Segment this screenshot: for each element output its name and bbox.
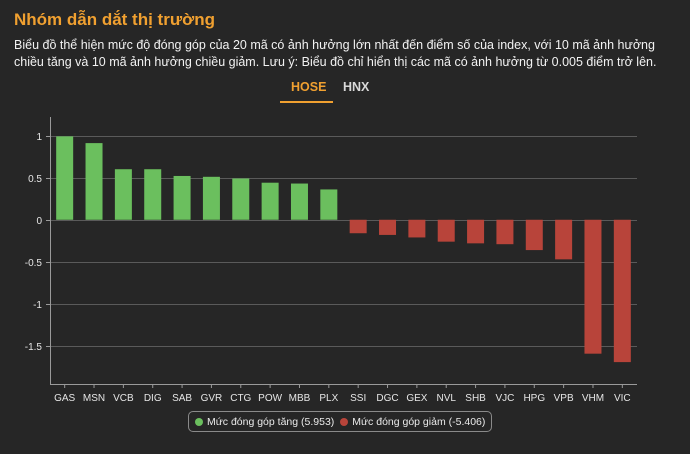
bar-negative-shb	[467, 219, 485, 244]
bar-negative-ssi	[349, 219, 367, 234]
bar-positive-gvr	[202, 176, 220, 220]
y-tick-label: 0.5	[28, 174, 42, 185]
x-tick-label: GEX	[406, 393, 427, 404]
x-tick-label: VCB	[113, 393, 134, 404]
y-tick-label: 1	[36, 132, 42, 143]
y-tick-label: -1.5	[25, 342, 43, 353]
x-tick-label: NVL	[436, 393, 456, 404]
legend-positive-label: Mức đóng góp tăng (5.953)	[207, 415, 335, 428]
chart-legend: Mức đóng góp tăng (5.953) Mức đóng góp g…	[188, 411, 493, 432]
tab-hose[interactable]: HOSE	[291, 80, 327, 94]
x-tick-label: VIC	[614, 393, 631, 404]
section-description: Biểu đồ thể hiện mức độ đóng góp của 20 …	[14, 38, 657, 69]
y-tick-label: -1	[33, 300, 42, 311]
x-tick-label: SAB	[172, 393, 192, 404]
section-title: Nhóm dẫn dắt thị trường	[14, 10, 215, 29]
x-tick-label: MSN	[83, 393, 105, 404]
bar-positive-plx	[320, 189, 338, 220]
active-tab-indicator	[280, 101, 333, 103]
x-tick-label: VJC	[495, 393, 514, 404]
bar-positive-sab	[173, 175, 191, 220]
bar-negative-vhm	[584, 219, 602, 354]
bar-positive-pow	[261, 182, 279, 220]
x-tick-label: POW	[258, 393, 282, 404]
x-tick-label: SSI	[350, 393, 366, 404]
x-tick-label: GVR	[201, 393, 223, 404]
x-tick-label: HPG	[523, 393, 545, 404]
bar-negative-dgc	[379, 219, 397, 235]
bar-positive-vcb	[114, 169, 132, 220]
x-tick-label: DIG	[144, 393, 162, 404]
legend-negative-dot	[340, 417, 349, 426]
y-tick-label: 0	[36, 216, 42, 227]
bar-positive-gas	[56, 136, 74, 220]
x-tick-label: DGC	[376, 393, 398, 404]
bar-positive-msn	[85, 143, 103, 220]
legend-positive-dot	[195, 417, 203, 426]
bar-positive-mbb	[290, 183, 308, 220]
y-tick-label: -0.5	[25, 258, 43, 269]
bar-negative-hpg	[525, 219, 543, 251]
bar-negative-vpb	[555, 219, 573, 260]
bar-negative-gex	[408, 219, 426, 238]
x-tick-label: VHM	[582, 393, 604, 404]
tab-hnx[interactable]: HNX	[343, 80, 370, 94]
x-tick-label: PLX	[319, 393, 338, 404]
x-tick-label: MBB	[289, 393, 311, 404]
bar-positive-dig	[144, 169, 162, 220]
bar-negative-vjc	[496, 219, 514, 245]
x-tick-label: VPB	[554, 393, 574, 404]
legend-item-positive[interactable]: Mức đóng góp tăng (5.953)	[195, 416, 334, 428]
legend-negative-label: Mức đóng góp giảm (-5.406)	[352, 415, 486, 428]
bar-negative-nvl	[437, 219, 455, 242]
bar-positive-ctg	[232, 178, 250, 220]
legend-item-negative[interactable]: Mức đóng góp giảm (-5.406)	[340, 416, 485, 428]
bar-negative-vic	[613, 219, 631, 363]
x-tick-label: SHB	[465, 393, 486, 404]
x-tick-label: GAS	[54, 393, 75, 404]
x-tick-label: CTG	[230, 393, 251, 404]
